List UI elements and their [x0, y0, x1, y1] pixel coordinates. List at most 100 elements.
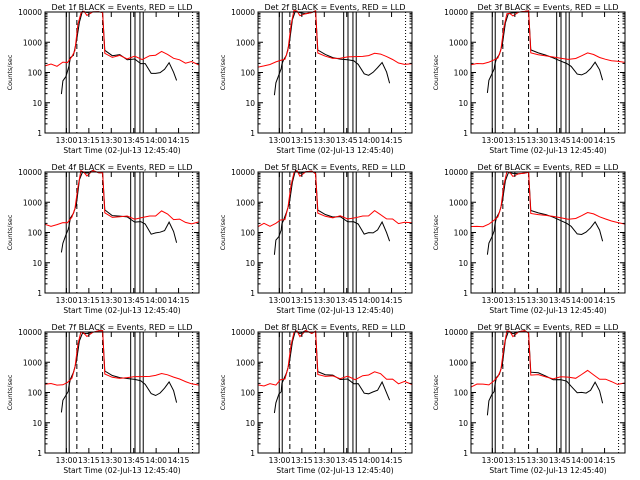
y-tick-label: 10000	[231, 168, 255, 177]
y-axis-label: Counts/sec	[219, 214, 227, 250]
y-tick-label: 10000	[444, 168, 468, 177]
y-tick-label: 100	[241, 389, 256, 398]
detector-panel-3: 1 10 100 1000 10000 13:00 13:15 13:30 13:45 14:00…	[426, 0, 639, 160]
y-tick-label: 1000	[449, 198, 468, 207]
y-tick-label: 1	[463, 129, 468, 138]
detector-chart: 1 10 100 1000 10000 13:00 13:15 13:30 13:45 14:00…	[432, 323, 626, 475]
detector-chart: 1 10 100 1000 10000 13:00 13:15 13:30 13:45 14:00…	[6, 163, 200, 315]
y-tick-label: 1	[37, 449, 42, 458]
x-tick-label: 13:45	[123, 136, 145, 145]
detector-panel-7: 1 10 100 1000 10000 13:00 13:15 13:30 13:45 14:00…	[0, 320, 213, 480]
x-tick-label: 13:45	[336, 296, 358, 305]
panel-title: Det 4f BLACK = Events, RED = LLD	[51, 163, 192, 172]
panel-title: Det 8f BLACK = Events, RED = LLD	[264, 323, 405, 332]
x-tick-label: 14:15	[594, 296, 616, 305]
x-tick-label: 13:30	[100, 136, 122, 145]
lld-series-line	[257, 169, 413, 228]
y-tick-label: 100	[454, 69, 469, 78]
x-tick-label: 13:30	[526, 296, 548, 305]
detector-panel-2: 1 10 100 1000 10000 13:00 13:15 13:30 13:45 14:00…	[213, 0, 426, 160]
x-tick-label: 13:45	[549, 296, 571, 305]
y-tick-label: 10000	[231, 328, 255, 337]
x-tick-label: 14:00	[571, 296, 593, 305]
y-axis-label: Counts/sec	[6, 214, 14, 250]
lld-series-line	[470, 170, 626, 228]
lld-series-line	[44, 10, 200, 67]
x-axis-label: Start Time (02-Jul-13 12:45:40)	[63, 146, 180, 155]
lld-series-line	[44, 330, 200, 386]
detector-chart: 1 10 100 1000 10000 13:00 13:15 13:30 13:45 14:00…	[219, 3, 413, 155]
y-tick-label: 1	[37, 129, 42, 138]
x-tick-label: 14:00	[358, 456, 380, 465]
x-tick-label: 13:15	[78, 296, 100, 305]
x-tick-label: 13:30	[313, 296, 335, 305]
x-tick-label: 13:00	[56, 296, 78, 305]
x-axis-label: Start Time (02-Jul-13 12:45:40)	[276, 466, 393, 475]
x-tick-label: 13:45	[123, 296, 145, 305]
x-axis-label: Start Time (02-Jul-13 12:45:40)	[489, 306, 606, 315]
lld-series-line	[257, 329, 413, 387]
y-tick-label: 10	[458, 419, 468, 428]
y-tick-label: 10	[245, 419, 255, 428]
x-tick-label: 14:15	[381, 136, 403, 145]
y-axis-label: Counts/sec	[219, 54, 227, 90]
y-axis-label: Counts/sec	[432, 54, 440, 90]
panel-title: Det 5f BLACK = Events, RED = LLD	[264, 163, 405, 172]
y-axis-label: Counts/sec	[6, 54, 14, 90]
panel-title: Det 2f BLACK = Events, RED = LLD	[264, 3, 405, 12]
x-tick-label: 14:15	[381, 456, 403, 465]
y-tick-label: 100	[241, 69, 256, 78]
x-tick-label: 13:00	[269, 136, 291, 145]
y-tick-label: 100	[28, 389, 43, 398]
y-axis-label: Counts/sec	[432, 374, 440, 410]
y-tick-label: 1000	[236, 198, 255, 207]
detector-chart: 1 10 100 1000 10000 13:00 13:15 13:30 13:45 14:00…	[432, 163, 626, 315]
x-tick-label: 13:00	[482, 456, 504, 465]
x-tick-label: 13:30	[100, 296, 122, 305]
panel-title: Det 3f BLACK = Events, RED = LLD	[477, 3, 618, 12]
plot-frame	[257, 11, 413, 134]
x-tick-label: 13:45	[549, 456, 571, 465]
detector-chart: 1 10 100 1000 10000 13:00 13:15 13:30 13:45 14:00…	[219, 323, 413, 475]
x-tick-label: 13:30	[313, 136, 335, 145]
detector-chart: 1 10 100 1000 10000 13:00 13:15 13:30 13:45 14:00…	[432, 3, 626, 155]
x-tick-label: 13:45	[549, 136, 571, 145]
x-tick-label: 14:15	[381, 296, 403, 305]
y-axis-label: Counts/sec	[432, 214, 440, 250]
y-tick-label: 10000	[231, 8, 255, 17]
y-tick-label: 100	[241, 229, 256, 238]
x-tick-label: 14:00	[145, 296, 167, 305]
x-tick-label: 13:15	[78, 136, 100, 145]
x-tick-label: 13:15	[504, 296, 526, 305]
y-tick-label: 1000	[23, 38, 42, 47]
x-tick-label: 14:00	[145, 136, 167, 145]
detector-chart: 1 10 100 1000 10000 13:00 13:15 13:30 13:45 14:00…	[6, 3, 200, 155]
y-tick-label: 1	[250, 289, 255, 298]
x-tick-label: 13:00	[482, 136, 504, 145]
x-tick-label: 14:15	[594, 456, 616, 465]
y-tick-label: 10000	[18, 8, 42, 17]
lld-series-line	[470, 330, 626, 388]
plot-frame	[470, 11, 626, 134]
x-tick-label: 13:00	[269, 456, 291, 465]
x-tick-label: 14:15	[594, 136, 616, 145]
y-tick-label: 1	[37, 289, 42, 298]
x-axis-label: Start Time (02-Jul-13 12:45:40)	[489, 466, 606, 475]
x-tick-label: 13:15	[504, 456, 526, 465]
x-tick-label: 13:15	[291, 296, 313, 305]
x-tick-label: 14:00	[358, 296, 380, 305]
detector-panel-9: 1 10 100 1000 10000 13:00 13:15 13:30 13:45 14:00…	[426, 320, 639, 480]
panel-title: Det 9f BLACK = Events, RED = LLD	[477, 323, 618, 332]
plot-frame	[257, 171, 413, 294]
detector-panel-1: 1 10 100 1000 10000 13:00 13:15 13:30 13:45 14:00…	[0, 0, 213, 160]
x-tick-label: 13:15	[504, 136, 526, 145]
x-tick-label: 13:15	[291, 136, 313, 145]
panel-title: Det 6f BLACK = Events, RED = LLD	[477, 163, 618, 172]
x-tick-label: 13:15	[291, 456, 313, 465]
x-tick-label: 14:15	[168, 136, 190, 145]
x-axis-label: Start Time (02-Jul-13 12:45:40)	[63, 306, 180, 315]
x-tick-label: 13:45	[336, 136, 358, 145]
x-tick-label: 13:30	[313, 456, 335, 465]
y-tick-label: 10000	[444, 328, 468, 337]
